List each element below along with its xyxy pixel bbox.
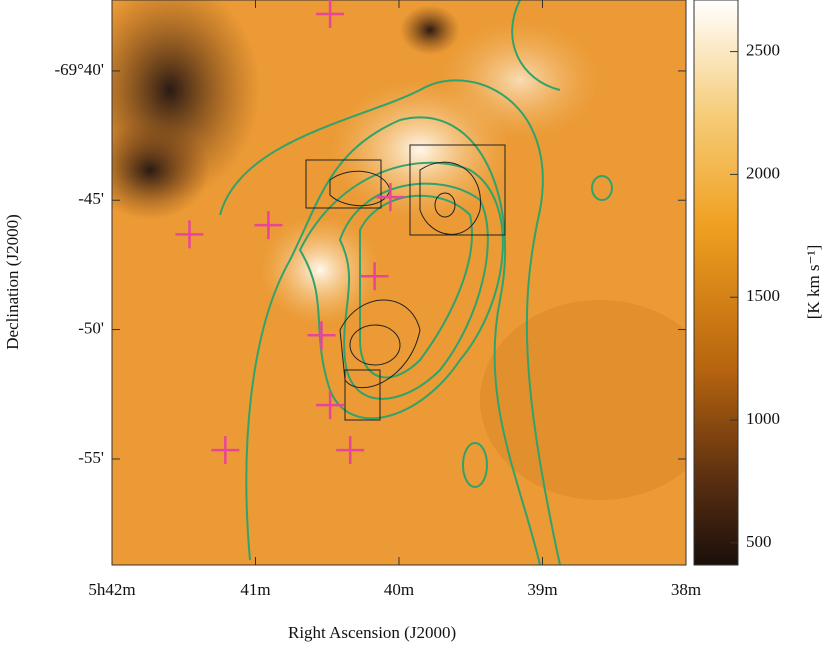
- x-tick-label: 39m: [527, 580, 557, 599]
- y-tick-label: -45': [78, 189, 104, 208]
- colorbar-tick-label: 500: [746, 532, 772, 551]
- marker: [211, 436, 240, 465]
- y-tick-label: -69°40': [54, 60, 104, 79]
- y-tick-label: -55': [78, 448, 104, 467]
- colorbar-tick-label: 1500: [746, 286, 780, 305]
- x-tick-label: 5h42m: [88, 580, 135, 599]
- y-tick-label: -50': [78, 318, 104, 337]
- x-tick-label: 38m: [671, 580, 701, 599]
- x-tick-label: 41m: [240, 580, 270, 599]
- x-tick-label: 40m: [384, 580, 414, 599]
- marker: [316, 391, 345, 420]
- colorbar-tick-label: 1000: [746, 409, 780, 428]
- y-axis-label: Declination (J2000): [3, 214, 22, 350]
- colorbar: [693, 0, 739, 566]
- marker: [376, 183, 405, 212]
- image: [112, 0, 686, 565]
- marker: [307, 321, 336, 350]
- marker: [360, 262, 389, 291]
- colorbar-tick-label: 2000: [746, 163, 780, 182]
- marker: [316, 0, 345, 28]
- colorbar-tick-label: 2500: [746, 40, 780, 59]
- colorbar-label: [K km s⁻¹]: [804, 245, 823, 320]
- marker: [336, 436, 365, 465]
- marker: [175, 220, 204, 249]
- marker: [254, 211, 283, 240]
- x-axis-label: Right Ascension (J2000): [288, 623, 456, 642]
